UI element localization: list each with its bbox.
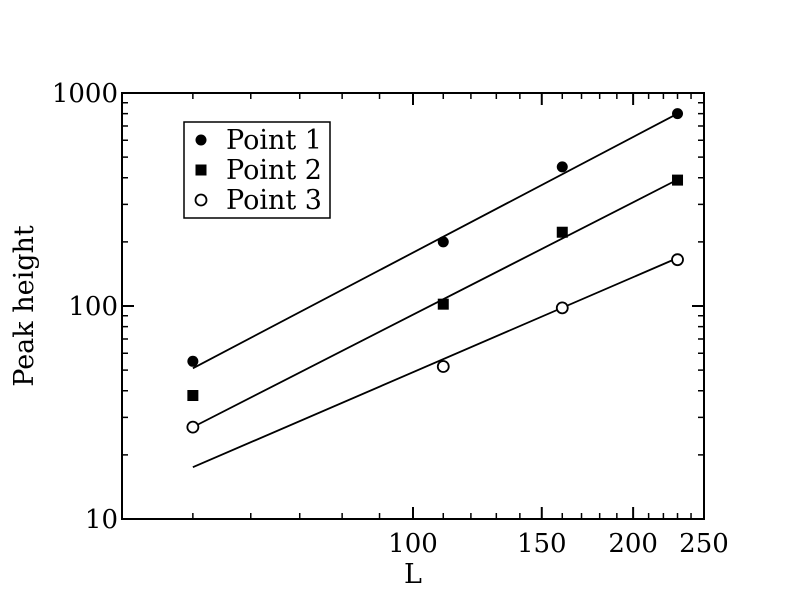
series-1-point [437, 236, 449, 248]
legend-label-2: Point 2 [226, 155, 322, 186]
y-axis-label: Peak height [9, 225, 40, 387]
series-2-point [187, 390, 199, 402]
legend-box [183, 121, 331, 219]
x-tick-label: 250 [679, 529, 729, 559]
series-1-fit-line [192, 112, 678, 370]
x-axis-label: L [404, 559, 422, 590]
series-1-point [556, 161, 568, 173]
x-tick-label: 200 [608, 529, 658, 559]
series-3-point [671, 253, 684, 267]
major-ticks [122, 92, 705, 520]
data-markers [186, 108, 684, 434]
y-tick-label: 100 [68, 292, 118, 322]
series-2-point [556, 226, 568, 238]
legend-label-1: Point 1 [226, 125, 322, 156]
series-1-point [672, 108, 684, 120]
legend-marker-1 [195, 134, 207, 146]
y-tick-label: 10 [85, 505, 118, 535]
series-2-point [437, 298, 449, 310]
series-3-point [436, 360, 450, 373]
legend-marker-3 [194, 193, 208, 207]
series-3-point [186, 420, 200, 434]
x-tick-label: 150 [517, 529, 567, 559]
legend-label-3: Point 3 [226, 185, 322, 216]
series-3-point [555, 301, 569, 315]
x-tick-label: 100 [388, 529, 438, 559]
tick-labels: 10 100 1000 100 150 200 250 [52, 79, 729, 559]
legend-marker-2 [195, 164, 207, 176]
y-tick-label: 1000 [52, 79, 118, 109]
series-1-point [187, 355, 199, 367]
series-2-point [672, 174, 684, 186]
series-3-fit-line [192, 257, 678, 469]
minor-ticks [122, 93, 704, 519]
series-2-fit-line [192, 178, 678, 428]
fit-lines [192, 112, 678, 469]
